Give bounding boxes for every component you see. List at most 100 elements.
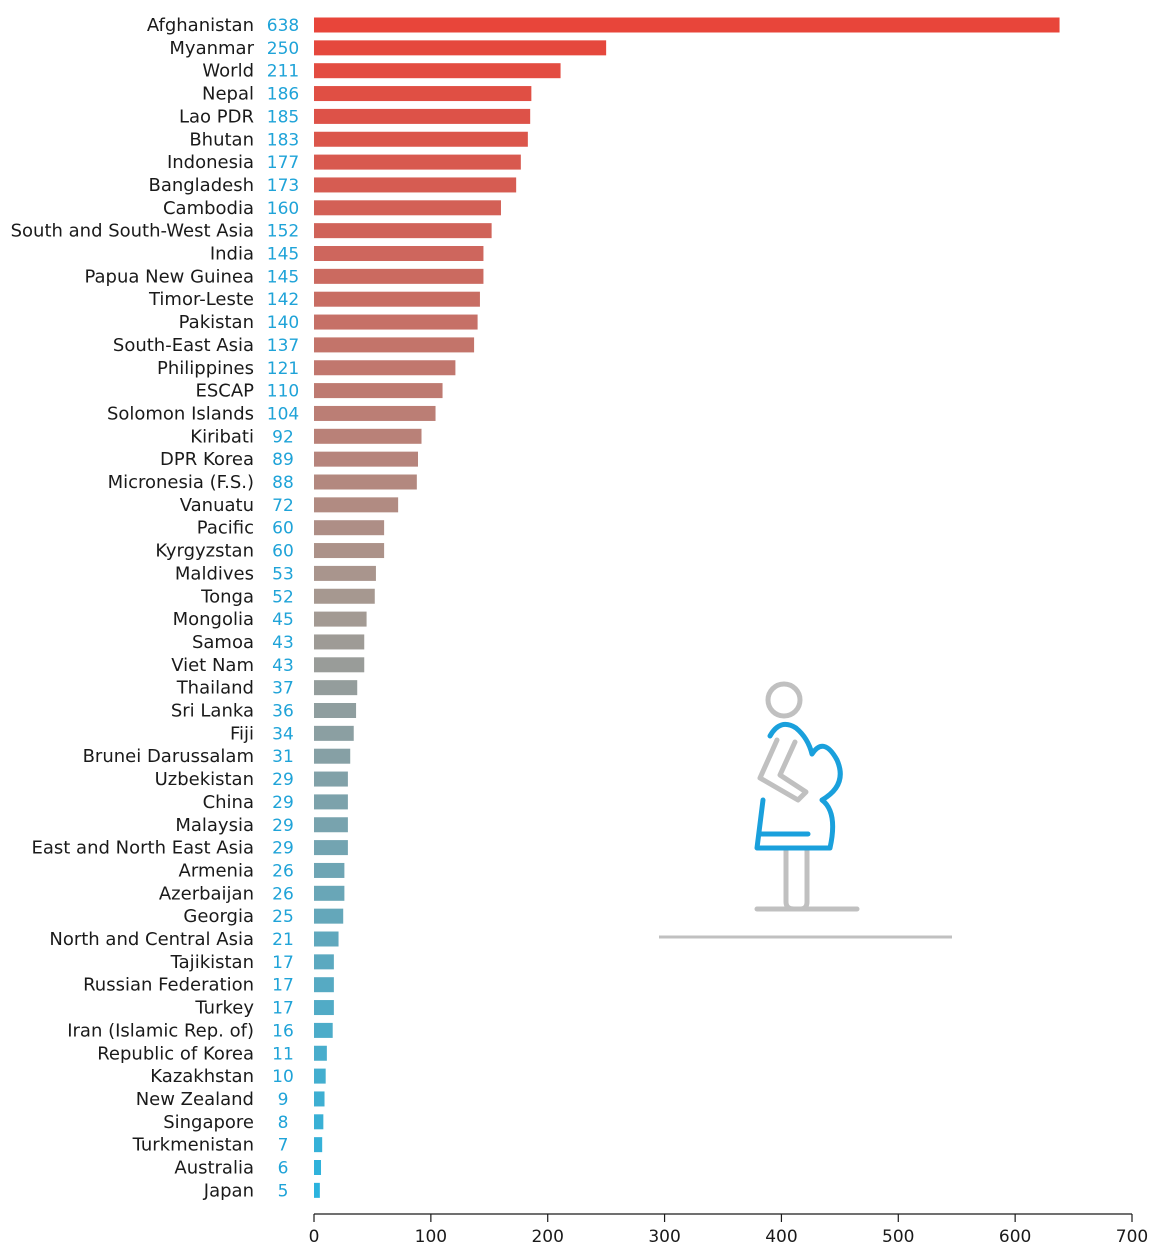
category-label: Turkmenistan (132, 1135, 254, 1156)
bar (314, 703, 357, 718)
bar (314, 1137, 323, 1153)
category-label: Bhutan (189, 129, 254, 150)
bar (314, 840, 348, 856)
value-label: 186 (267, 85, 299, 105)
category-label: Micronesia (F.S.) (108, 472, 254, 493)
value-label: 29 (272, 793, 294, 813)
category-label: Azerbaijan (159, 883, 254, 904)
value-label: 145 (267, 245, 299, 265)
category-label: Bangladesh (148, 175, 254, 196)
value-label: 17 (272, 999, 294, 1019)
value-label: 7 (278, 1136, 289, 1156)
category-label: Kazakhstan (150, 1066, 254, 1087)
x-tick-label: 300 (648, 1227, 680, 1247)
value-label: 8 (278, 1113, 289, 1133)
category-label: Indonesia (167, 152, 254, 173)
bar (314, 862, 345, 878)
category-label: Fiji (230, 723, 254, 744)
value-label: 37 (272, 679, 294, 699)
value-label: 88 (272, 473, 294, 493)
category-label: Cambodia (163, 198, 254, 219)
bar (314, 680, 358, 696)
bar (314, 1000, 334, 1016)
category-label: Thailand (176, 678, 254, 699)
bar (314, 268, 484, 284)
bar (314, 451, 419, 467)
value-label: 177 (267, 153, 299, 173)
bar (314, 360, 456, 376)
category-label: Tonga (200, 586, 254, 607)
bar (314, 1182, 320, 1198)
value-label: 17 (272, 953, 294, 973)
category-label: Sri Lanka (171, 701, 254, 722)
value-label: 29 (272, 839, 294, 859)
value-label: 104 (267, 404, 299, 424)
value-label: 140 (267, 313, 299, 333)
category-label: Pacific (197, 518, 254, 539)
value-label: 137 (267, 336, 299, 356)
bar (314, 428, 422, 444)
bar (314, 246, 484, 261)
value-label: 92 (272, 427, 294, 447)
value-label: 89 (272, 450, 294, 470)
category-label: Myanmar (169, 38, 254, 59)
bar (314, 337, 475, 353)
bar (314, 63, 561, 79)
x-tick-label: 400 (765, 1227, 797, 1247)
value-label: 25 (272, 907, 294, 927)
value-label: 29 (272, 770, 294, 790)
bar (314, 405, 436, 421)
bar (314, 1022, 333, 1038)
category-label: Samoa (192, 632, 254, 653)
value-label: 121 (267, 359, 299, 379)
bar (314, 131, 528, 147)
bar (314, 725, 354, 741)
value-label: 31 (272, 747, 294, 767)
bar (314, 177, 517, 193)
category-label: Solomon Islands (107, 403, 254, 424)
value-label: 211 (267, 62, 299, 82)
bar (314, 223, 492, 239)
bar (314, 954, 334, 970)
category-label: Vanuatu (180, 495, 254, 516)
value-label: 60 (272, 519, 294, 539)
x-tick-label: 100 (415, 1227, 447, 1247)
value-label: 10 (272, 1067, 294, 1087)
value-label: 11 (272, 1044, 294, 1064)
value-label: 43 (272, 633, 294, 653)
value-label: 6 (278, 1159, 289, 1179)
bars-group: Afghanistan 638 Myanmar 250 World 211 Nepal 186… (11, 15, 1060, 1201)
category-label: Brunei Darussalam (83, 746, 254, 767)
category-label: India (210, 244, 254, 265)
category-label: Philippines (157, 358, 254, 379)
bar (314, 1068, 326, 1084)
category-label: Kyrgyzstan (155, 541, 254, 562)
bar (314, 154, 521, 170)
bar (314, 17, 1060, 33)
x-tick-label: 700 (1116, 1227, 1148, 1247)
category-label: DPR Korea (160, 449, 254, 470)
value-label: 183 (267, 130, 299, 150)
category-label: Afghanistan (147, 15, 254, 36)
bar (314, 1160, 322, 1175)
value-label: 173 (267, 176, 299, 196)
category-label: Iran (Islamic Rep. of) (67, 1020, 254, 1041)
value-label: 53 (272, 564, 294, 584)
value-label: 185 (267, 107, 299, 127)
bar (314, 543, 385, 559)
value-label: 26 (272, 861, 294, 881)
bar (314, 611, 367, 627)
category-label: Uzbekistan (155, 769, 254, 790)
category-label: Republic of Korea (97, 1043, 254, 1064)
category-label: Turkey (194, 998, 254, 1019)
value-label: 9 (278, 1090, 289, 1110)
bar (314, 108, 531, 124)
value-label: 16 (272, 1021, 294, 1041)
category-label: Tajikistan (170, 952, 254, 973)
value-label: 142 (267, 290, 299, 310)
bar (314, 1045, 327, 1061)
value-label: 110 (267, 382, 299, 402)
bar (314, 931, 339, 947)
category-label: China (203, 792, 254, 813)
